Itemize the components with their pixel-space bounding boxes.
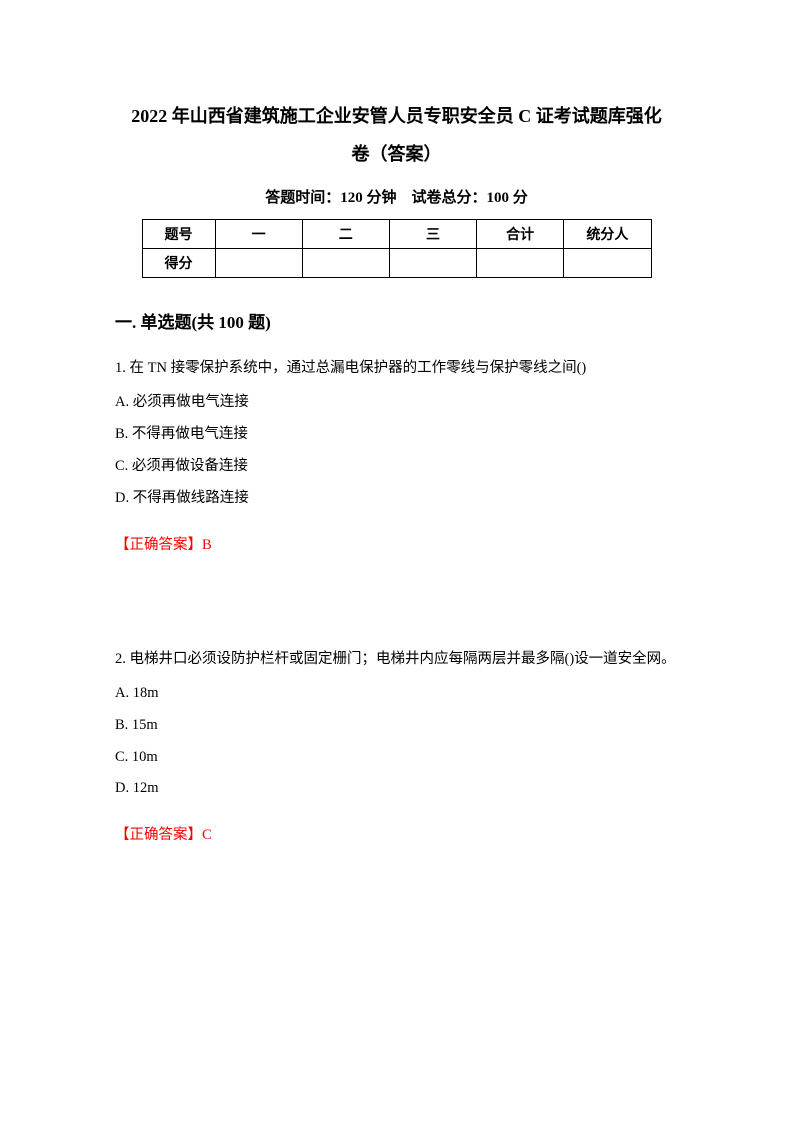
question-answer: 【正确答案】B (115, 533, 678, 554)
table-empty-cell (564, 249, 651, 278)
question-2: 2. 电梯井口必须设防护栏杆或固定栅门；电梯井内应每隔两层并最多隔()设一道安全… (115, 644, 678, 805)
table-empty-cell (477, 249, 564, 278)
question-option: A. 必须再做电气连接 (115, 387, 678, 419)
document-title-line2: 卷（答案） (115, 140, 678, 166)
table-header-cell: 题号 (142, 220, 215, 249)
exam-info: 答题时间：120 分钟 试卷总分：100 分 (115, 186, 678, 207)
table-header-cell: 一 (215, 220, 302, 249)
question-option: A. 18m (115, 678, 678, 710)
table-empty-cell (215, 249, 302, 278)
question-option: B. 不得再做电气连接 (115, 419, 678, 451)
table-row-label: 得分 (142, 249, 215, 278)
document-title-line1: 2022 年山西省建筑施工企业安管人员专职安全员 C 证考试题库强化 (115, 100, 678, 132)
table-score-row: 得分 (142, 249, 651, 278)
question-option: D. 12m (115, 773, 678, 805)
question-answer: 【正确答案】C (115, 823, 678, 844)
question-stem: 1. 在 TN 接零保护系统中，通过总漏电保护器的工作零线与保护零线之间() (115, 353, 678, 385)
table-empty-cell (389, 249, 476, 278)
question-stem: 2. 电梯井口必须设防护栏杆或固定栅门；电梯井内应每隔两层并最多隔()设一道安全… (115, 644, 678, 676)
table-header-cell: 统分人 (564, 220, 651, 249)
table-header-cell: 三 (389, 220, 476, 249)
question-option: D. 不得再做线路连接 (115, 483, 678, 515)
table-header-cell: 二 (302, 220, 389, 249)
question-option: C. 10m (115, 742, 678, 774)
table-header-row: 题号 一 二 三 合计 统分人 (142, 220, 651, 249)
question-option: B. 15m (115, 710, 678, 742)
question-1: 1. 在 TN 接零保护系统中，通过总漏电保护器的工作零线与保护零线之间() A… (115, 353, 678, 514)
score-table: 题号 一 二 三 合计 统分人 得分 (142, 219, 652, 278)
question-option: C. 必须再做设备连接 (115, 451, 678, 483)
table-empty-cell (302, 249, 389, 278)
section-title: 一. 单选题(共 100 题) (115, 308, 678, 333)
table-header-cell: 合计 (477, 220, 564, 249)
